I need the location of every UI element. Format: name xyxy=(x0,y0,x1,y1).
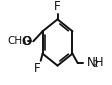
Text: O: O xyxy=(23,35,32,48)
Text: F: F xyxy=(54,0,61,13)
Text: CH₃: CH₃ xyxy=(7,36,27,46)
Text: 2: 2 xyxy=(93,60,98,69)
Text: NH: NH xyxy=(87,57,104,70)
Text: F: F xyxy=(34,62,40,75)
Text: O: O xyxy=(21,35,31,48)
